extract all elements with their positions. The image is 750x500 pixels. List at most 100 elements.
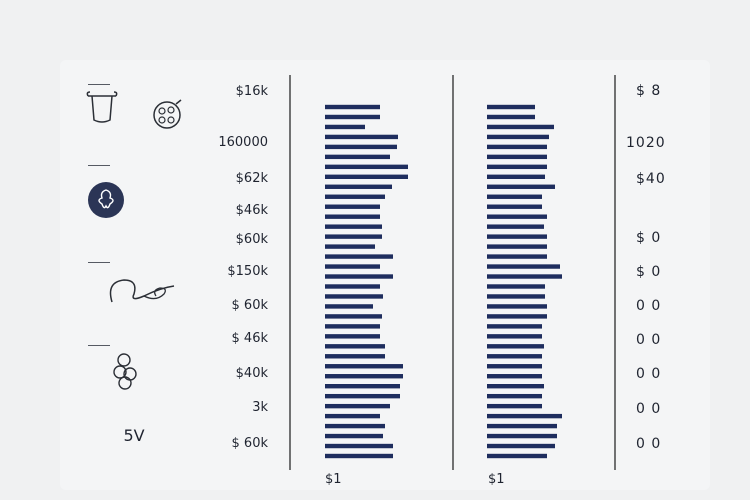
right-axis-label: 1020: [626, 135, 666, 151]
bar: [487, 144, 547, 150]
bar: [325, 164, 408, 170]
bar: [325, 264, 380, 269]
bar: [325, 304, 373, 309]
bar: [487, 453, 547, 459]
yarn-ball-icon: [153, 99, 182, 129]
right-axis-label: 0 0: [636, 366, 662, 382]
bar: [487, 304, 547, 309]
bar: [487, 234, 547, 239]
axis-start-label: $1: [325, 472, 342, 487]
left-axis-label: $ 46k: [231, 331, 268, 346]
bar: [487, 194, 542, 199]
bar: [487, 374, 542, 379]
bar: [487, 364, 542, 369]
bar: [487, 413, 562, 419]
stacked-balls-icon: [113, 353, 137, 390]
right-axis-label: 0 0: [636, 401, 662, 417]
bar: [487, 264, 560, 269]
icon-column: 5V: [0, 0, 200, 500]
right-axis-label: $ 0: [636, 230, 662, 246]
left-axis-label: $150k: [227, 264, 268, 279]
bar: [325, 184, 392, 189]
bar: [325, 423, 385, 429]
left-axis-label: $ 60k: [231, 436, 268, 451]
bar: [487, 184, 555, 189]
bar: [487, 244, 547, 249]
bar: [487, 344, 544, 349]
divider: [88, 165, 110, 166]
left-axis-label: $46k: [235, 203, 268, 218]
right-axis-label: $ 8: [636, 83, 662, 99]
bar: [325, 104, 380, 110]
bar: [325, 124, 365, 130]
icon-entry-1-extra: [150, 96, 186, 136]
clover-badge-icon: [88, 182, 124, 218]
bar: [487, 174, 545, 179]
bar: [325, 413, 380, 419]
bar: [325, 393, 400, 399]
bar: [325, 194, 385, 199]
bar: [325, 174, 408, 179]
bar: [487, 104, 535, 110]
loop-icon: [109, 279, 175, 303]
bar: [487, 294, 545, 299]
left-axis-label: $62k: [235, 171, 268, 186]
bar: [325, 274, 393, 279]
icon-entry-2: [86, 180, 126, 224]
bar: [487, 124, 554, 130]
bar: [325, 224, 382, 229]
bar: [325, 234, 382, 239]
icon-entry-3: [104, 272, 184, 312]
glyph-icon: 5V: [123, 426, 145, 445]
bar: [487, 254, 547, 259]
right-axis-label: 0 0: [636, 436, 662, 452]
left-axis-label: $16k: [235, 84, 268, 99]
bar: [325, 294, 383, 299]
divider: [88, 262, 110, 263]
bar: [487, 403, 542, 409]
bar: [487, 284, 545, 289]
divider: [88, 84, 110, 85]
bar: [325, 384, 400, 389]
bar: [487, 134, 549, 140]
left-axis-label: $ 60k: [231, 298, 268, 313]
right-axis-label: 0 0: [636, 332, 662, 348]
left-axis-label: 3k: [252, 400, 268, 415]
bar: [325, 453, 393, 459]
bar: [325, 154, 390, 160]
bar: [487, 224, 544, 229]
right-axis-label: $40: [636, 171, 666, 187]
icon-entry-1: [80, 90, 124, 130]
bar: [487, 354, 542, 359]
bar: [325, 254, 393, 259]
bar: [325, 284, 380, 289]
bar: [487, 433, 557, 439]
left-axis-label: $40k: [235, 366, 268, 381]
bar: [325, 344, 385, 349]
right-axis-label: $ 0: [636, 264, 662, 280]
bar: [487, 334, 542, 339]
bar: [325, 374, 403, 379]
right-axis-label: 0 0: [636, 298, 662, 314]
left-axis-label: 160000: [218, 135, 268, 150]
bar: [325, 354, 385, 359]
bar: [487, 154, 547, 160]
bar: [325, 114, 380, 120]
bar: [325, 314, 382, 319]
bar: [487, 214, 547, 219]
bar: [487, 393, 542, 399]
bar: [325, 324, 380, 329]
basket-icon: [86, 91, 118, 123]
bar: [325, 403, 390, 409]
bar: [487, 314, 547, 319]
divider: [88, 345, 110, 346]
bar: [325, 364, 403, 369]
bar: [487, 324, 542, 329]
bar: [325, 144, 397, 150]
bar: [325, 433, 383, 439]
bar: [487, 274, 562, 279]
bar: [487, 114, 535, 120]
bar: [325, 134, 398, 140]
